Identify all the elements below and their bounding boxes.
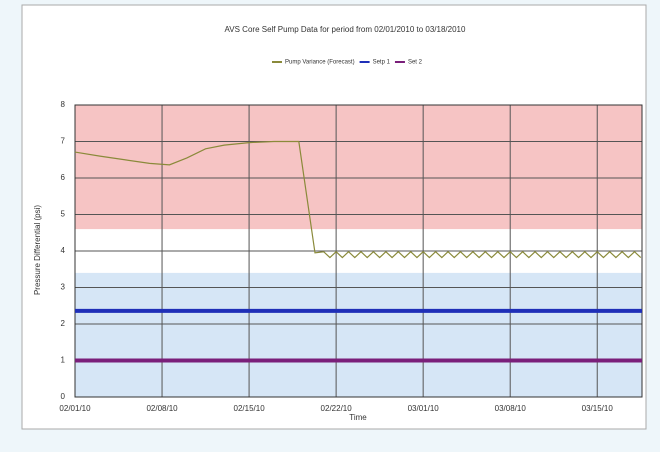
y-tick-label: 8 — [61, 100, 66, 109]
x-tick-label: 02/15/10 — [234, 404, 266, 413]
y-tick-label: 5 — [61, 210, 66, 219]
x-axis-label: Time — [349, 413, 367, 422]
y-tick-label: 1 — [61, 356, 66, 365]
x-tick-label: 03/01/10 — [408, 404, 440, 413]
y-tick-label: 3 — [61, 283, 66, 292]
y-tick-label: 2 — [61, 319, 66, 328]
series-line — [74, 140, 642, 259]
band — [75, 272, 642, 397]
legend-label: Pump Variance (Forecast) — [285, 60, 355, 66]
y-tick-label: 6 — [61, 173, 66, 182]
y-axis-label: Pressure Differential (psi) — [33, 205, 42, 295]
x-tick-label: 02/22/10 — [321, 404, 353, 413]
y-tick-label: 0 — [61, 392, 66, 401]
x-tick-label: 03/08/10 — [495, 404, 527, 413]
band — [75, 105, 642, 230]
legend-label: Setp 1 — [373, 60, 391, 66]
chart-title: AVS Core Self Pump Data for period from … — [225, 25, 466, 34]
y-tick-label: 4 — [61, 246, 66, 255]
plot-frame — [74, 104, 643, 398]
legend-label: Set 2 — [408, 60, 423, 66]
x-tick-label: 02/08/10 — [146, 404, 178, 413]
y-tick-label: 7 — [61, 137, 66, 146]
x-tick-label: 02/01/10 — [59, 404, 91, 413]
x-tick-label: 03/15/10 — [582, 404, 614, 413]
